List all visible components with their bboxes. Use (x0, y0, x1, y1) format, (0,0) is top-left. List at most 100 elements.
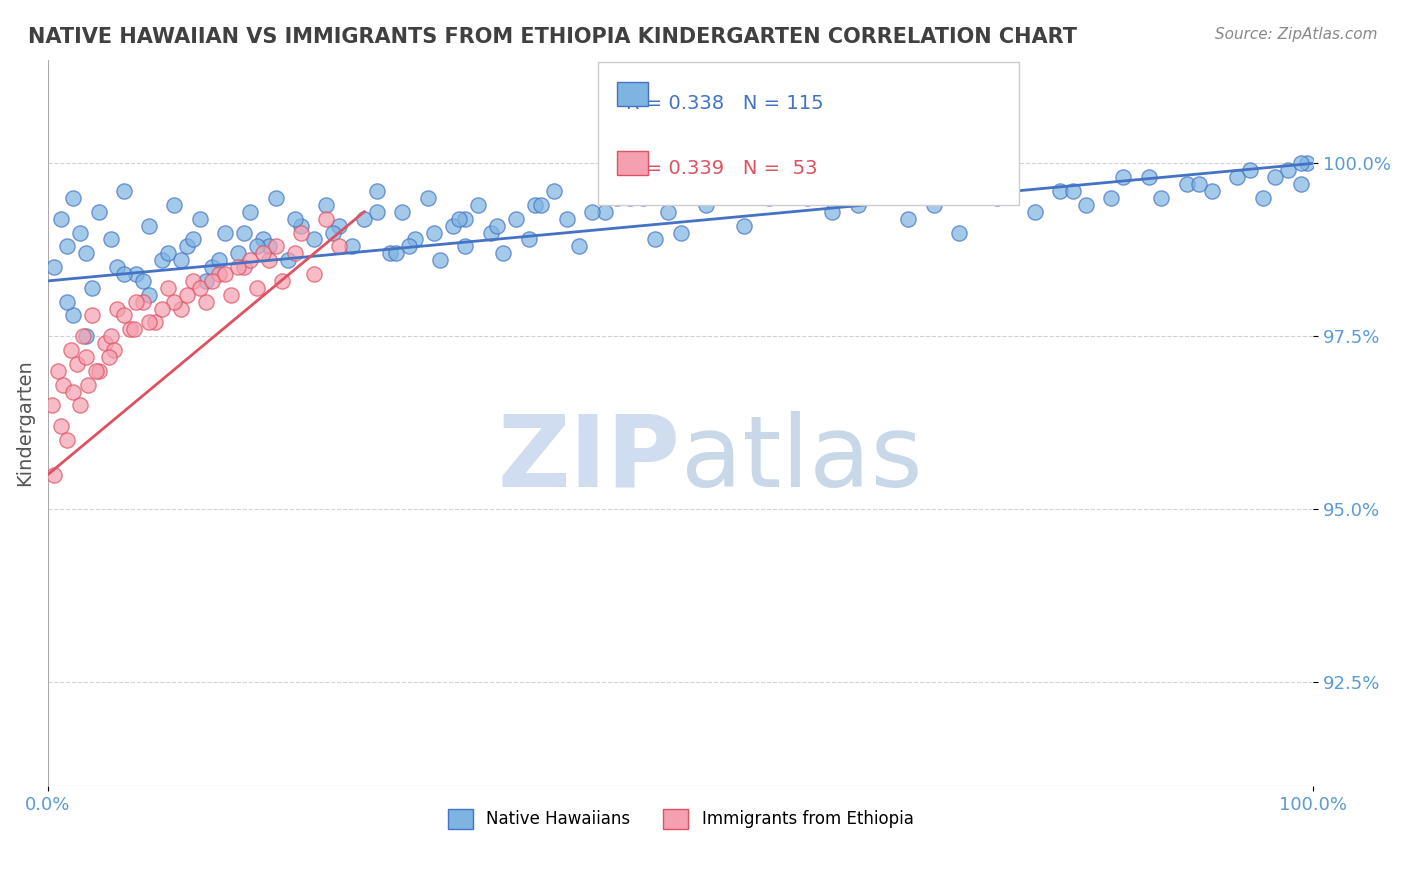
Point (46, 364, 69, 378)
Point (252, 246, 274, 260)
Point (239, 204, 262, 219)
Point (82, 281, 104, 295)
Point (277, 253, 299, 268)
Point (1264, 170, 1286, 185)
Point (157, 281, 180, 295)
Point (233, 226, 256, 240)
Text: ZIP: ZIP (498, 410, 681, 508)
Y-axis label: Kindergarten: Kindergarten (15, 359, 34, 486)
Point (44, 467, 66, 482)
Point (82, 309, 104, 323)
Point (252, 232, 274, 246)
Point (125, 294, 148, 309)
Point (103, 343, 125, 357)
Point (404, 232, 426, 246)
Point (284, 246, 307, 260)
Point (41, 398, 63, 412)
Point (75, 329, 97, 343)
Point (201, 274, 224, 288)
Point (264, 239, 287, 253)
Point (695, 198, 717, 212)
Point (208, 253, 231, 268)
Point (170, 301, 193, 316)
Point (366, 184, 388, 198)
Point (315, 211, 337, 226)
Point (1289, 156, 1312, 170)
Point (1296, 156, 1319, 170)
Point (796, 191, 818, 205)
Point (290, 219, 312, 233)
Point (859, 184, 882, 198)
Point (246, 281, 269, 295)
Point (87, 204, 110, 219)
Point (52, 377, 75, 392)
Point (619, 191, 641, 205)
Point (125, 267, 148, 281)
Point (998, 170, 1021, 185)
Point (49, 211, 72, 226)
Point (72, 329, 94, 343)
Point (1062, 184, 1084, 198)
Point (138, 287, 160, 301)
Point (44, 260, 66, 274)
Point (138, 219, 160, 233)
Point (302, 267, 325, 281)
Legend: Native Hawaiians, Immigrants from Ethiopia: Native Hawaiians, Immigrants from Ethiop… (441, 802, 921, 836)
Point (87, 364, 110, 378)
Point (1175, 177, 1198, 191)
Point (259, 239, 281, 253)
Point (808, 177, 831, 191)
Point (555, 211, 578, 226)
Point (606, 191, 628, 205)
Point (449, 211, 471, 226)
Point (973, 177, 995, 191)
Point (49, 419, 72, 434)
Point (1074, 198, 1097, 212)
Point (183, 232, 205, 246)
Point (517, 232, 540, 246)
Text: NATIVE HAWAIIAN VS IMMIGRANTS FROM ETHIOPIA KINDERGARTEN CORRELATION CHART: NATIVE HAWAIIAN VS IMMIGRANTS FROM ETHIO… (28, 27, 1077, 46)
Point (150, 301, 173, 316)
Point (176, 239, 198, 253)
Point (69, 398, 91, 412)
Point (188, 281, 211, 295)
Point (1099, 191, 1122, 205)
Point (1150, 191, 1173, 205)
Point (897, 211, 920, 226)
Point (530, 198, 553, 212)
Point (467, 198, 489, 212)
Point (163, 294, 186, 309)
Point (366, 204, 388, 219)
Point (1024, 204, 1046, 219)
Point (340, 239, 363, 253)
Point (1289, 177, 1312, 191)
Point (441, 219, 464, 233)
Point (948, 226, 970, 240)
Point (1049, 184, 1071, 198)
Point (62, 309, 84, 323)
Point (195, 274, 218, 288)
Point (62, 384, 84, 399)
Point (100, 329, 122, 343)
Point (935, 177, 957, 191)
Text: atlas: atlas (681, 410, 922, 508)
Point (69, 226, 91, 240)
Text: Source: ZipAtlas.com: Source: ZipAtlas.com (1215, 27, 1378, 42)
Point (391, 204, 413, 219)
Point (682, 184, 704, 198)
Point (132, 274, 155, 288)
Point (112, 267, 135, 281)
Point (454, 211, 477, 226)
Point (429, 253, 451, 268)
Point (195, 294, 218, 309)
Point (328, 239, 350, 253)
Point (75, 246, 97, 260)
Point (284, 211, 307, 226)
Point (733, 219, 755, 233)
Point (62, 191, 84, 205)
Point (75, 350, 97, 364)
Point (100, 232, 122, 246)
Point (479, 226, 502, 240)
Point (315, 198, 337, 212)
Point (353, 211, 375, 226)
